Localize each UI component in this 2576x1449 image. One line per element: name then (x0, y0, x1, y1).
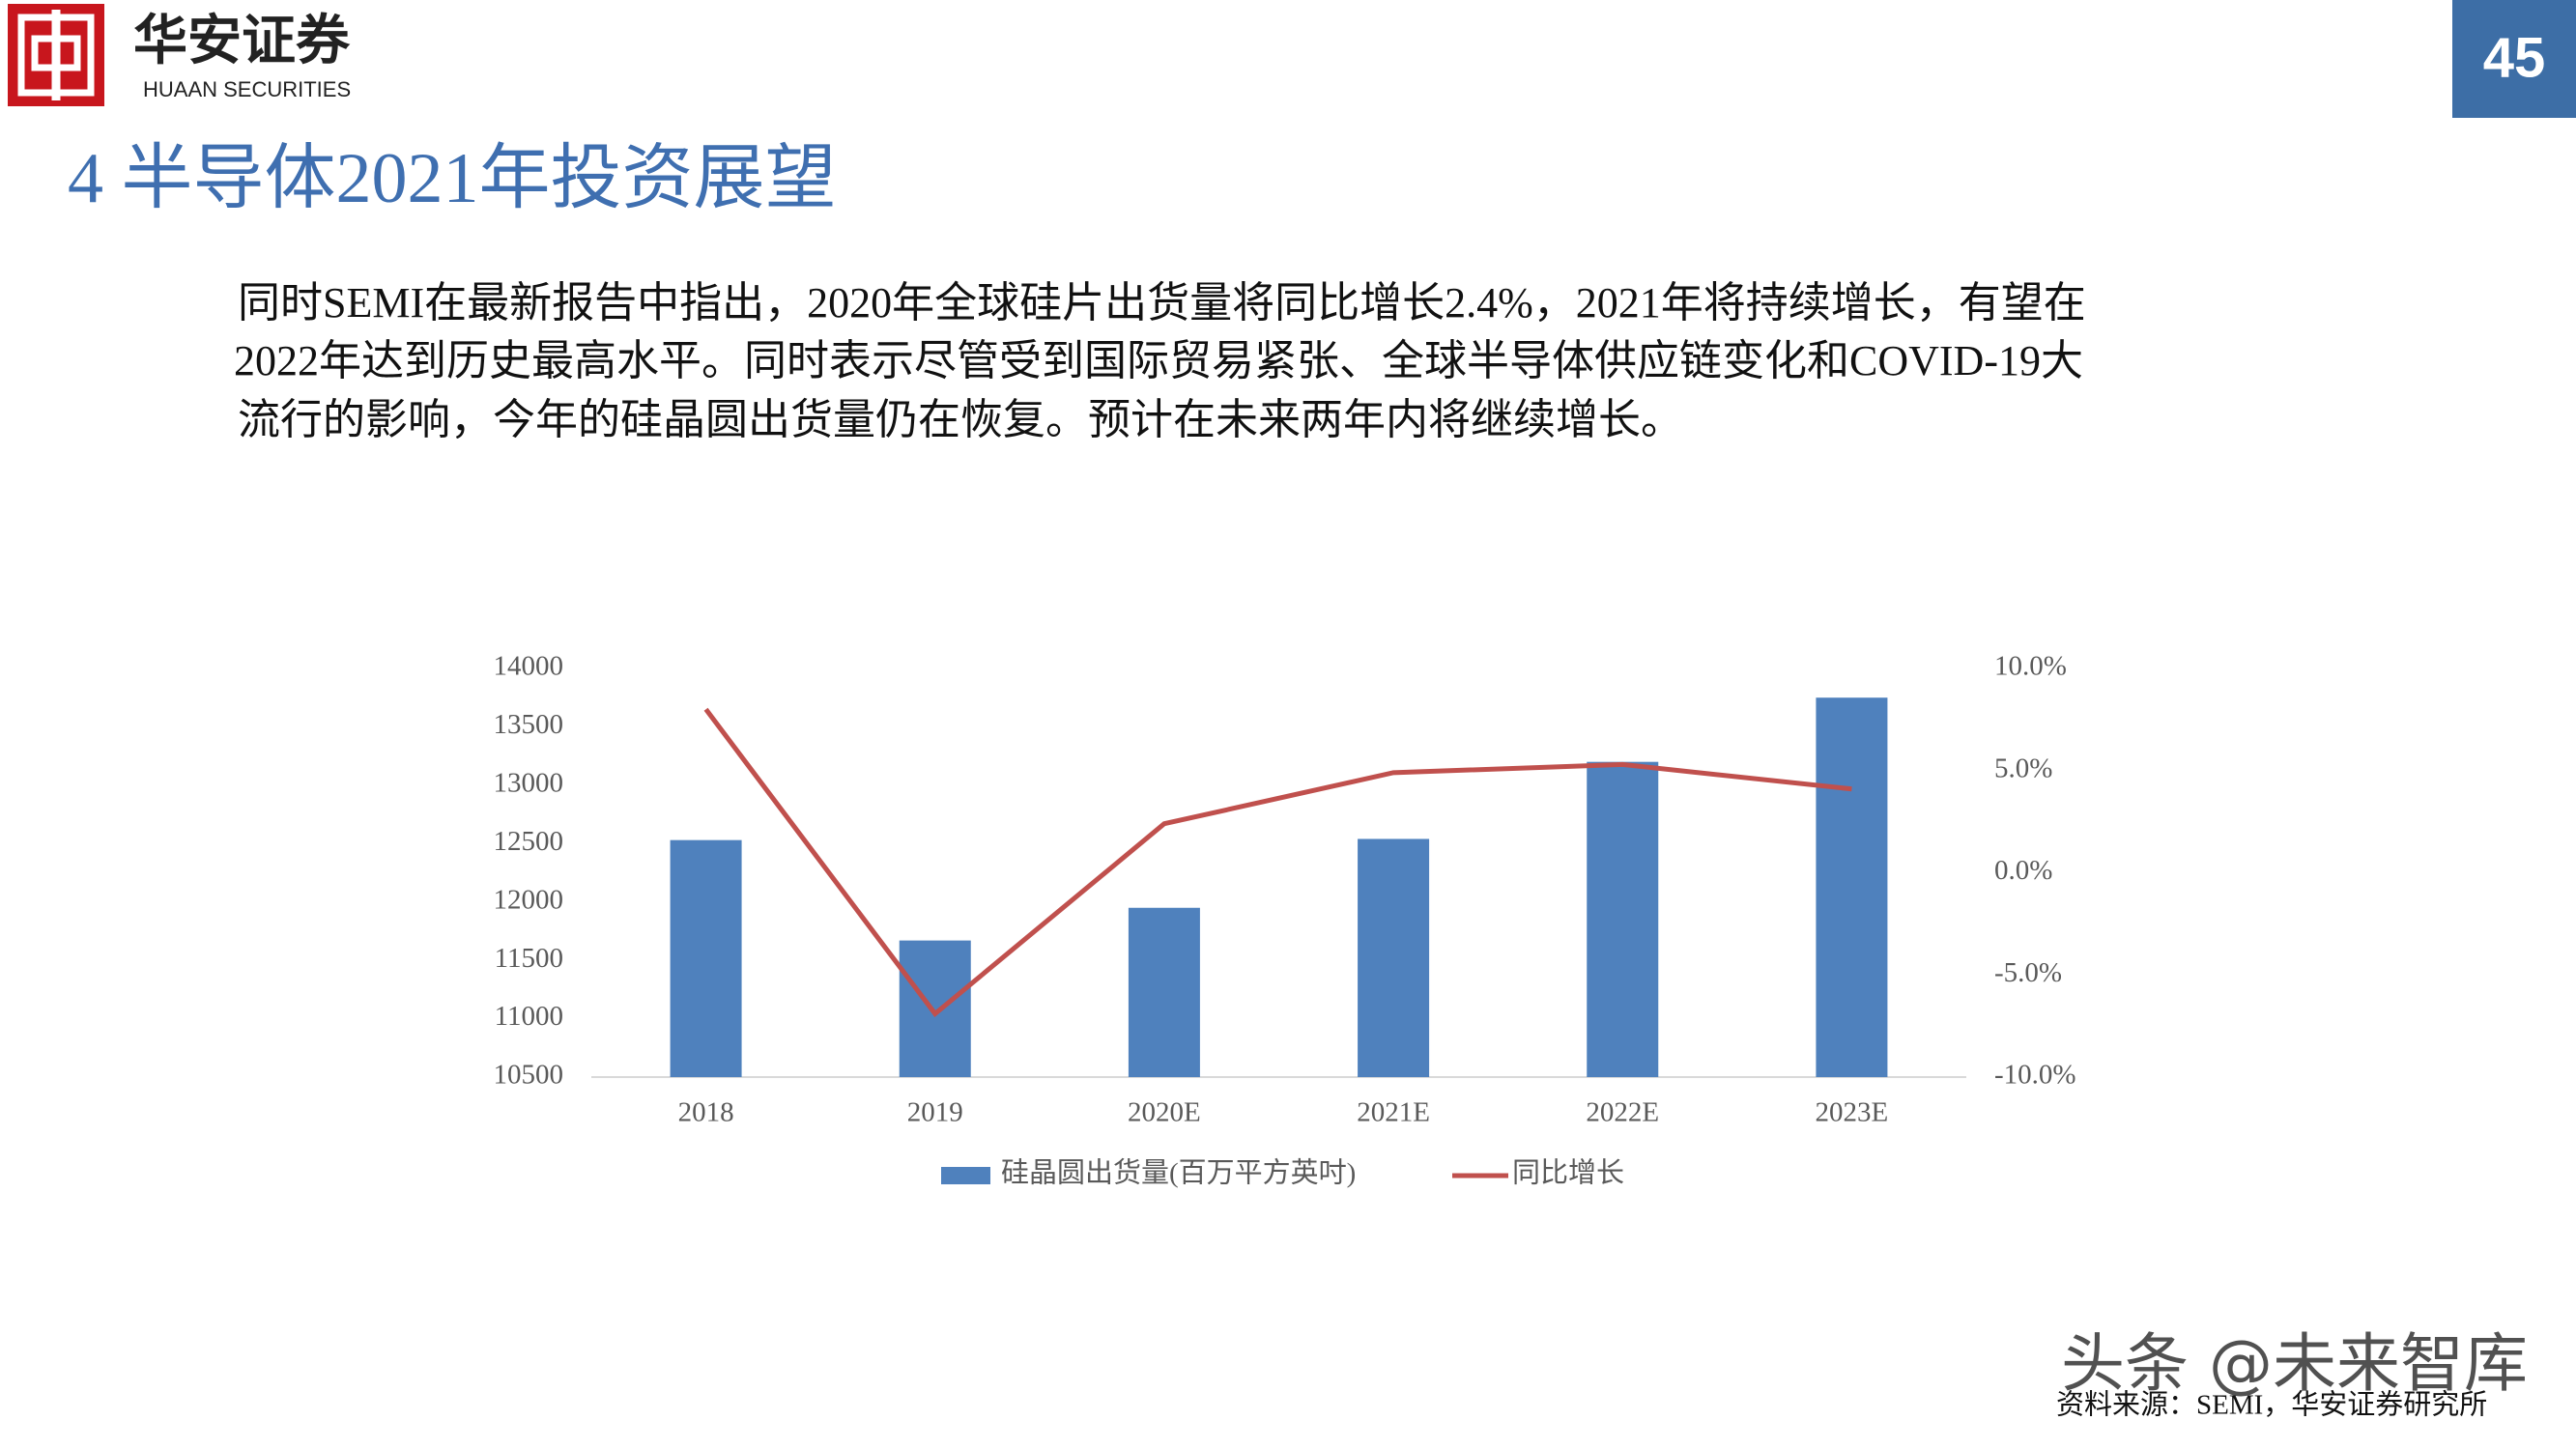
legend-label: 硅晶圆出货量(百万平方英吋) (1001, 1157, 1356, 1189)
logo-text: 华安证券 (133, 12, 351, 71)
page-number-box (2452, 0, 2576, 118)
legend-label: 同比增长 (1512, 1157, 1624, 1189)
logo-subtext: HUAAN SECURITIES (143, 77, 351, 101)
body-line: 2022年达到历史最高水平。同时表示尽管受到国际贸易紧张、全球半导体供应链变化和… (234, 337, 2083, 384)
x-tick-label: 2023E (1816, 1097, 1889, 1128)
bar (1128, 907, 1200, 1077)
watermark: 头条 @未来智库 (2061, 1326, 2528, 1401)
legend-swatch (941, 1167, 990, 1184)
y-tick-label: 11500 (495, 943, 563, 974)
page-number: 45 (2483, 26, 2546, 89)
x-tick-label: 2021E (1357, 1097, 1430, 1128)
y2-tick-label: 5.0% (1994, 753, 2052, 783)
y-tick-label: 12500 (494, 826, 564, 857)
body-line: 流行的影响，今年的硅晶圆出货量仍在恢复。预计在未来两年内将继续增长。 (238, 396, 1683, 443)
slide-title: 4 半导体2021年投资展望 (68, 139, 837, 218)
bar (1358, 838, 1430, 1077)
bar (899, 940, 971, 1077)
x-tick-label: 2019 (907, 1097, 963, 1128)
x-tick-label: 2020E (1128, 1097, 1201, 1128)
x-tick-label: 2018 (678, 1097, 734, 1128)
y-tick-label: 10500 (494, 1060, 564, 1091)
y2-tick-label: -10.0% (1994, 1060, 2076, 1091)
y-tick-label: 13000 (494, 768, 564, 799)
bar (1587, 761, 1659, 1077)
y2-tick-label: 0.0% (1994, 855, 2052, 886)
bar (670, 839, 742, 1077)
line (703, 707, 1852, 1018)
body-line: 同时SEMI在最新报告中指出，2020年全球硅片出货量将同比增长2.4%，202… (238, 279, 2086, 327)
y2-tick-label: -5.0% (1994, 957, 2062, 988)
y-tick-label: 12000 (494, 884, 564, 915)
bar (1816, 697, 1888, 1077)
source-note: 资料来源：SEMI，华安证券研究所 (2056, 1389, 2487, 1421)
y-tick-label: 13500 (494, 709, 564, 740)
x-tick-label: 2022E (1586, 1097, 1659, 1128)
y-tick-label: 14000 (494, 651, 564, 682)
y-tick-label: 11000 (495, 1001, 563, 1032)
logo (8, 4, 104, 106)
y2-tick-label: 10.0% (1994, 651, 2067, 682)
